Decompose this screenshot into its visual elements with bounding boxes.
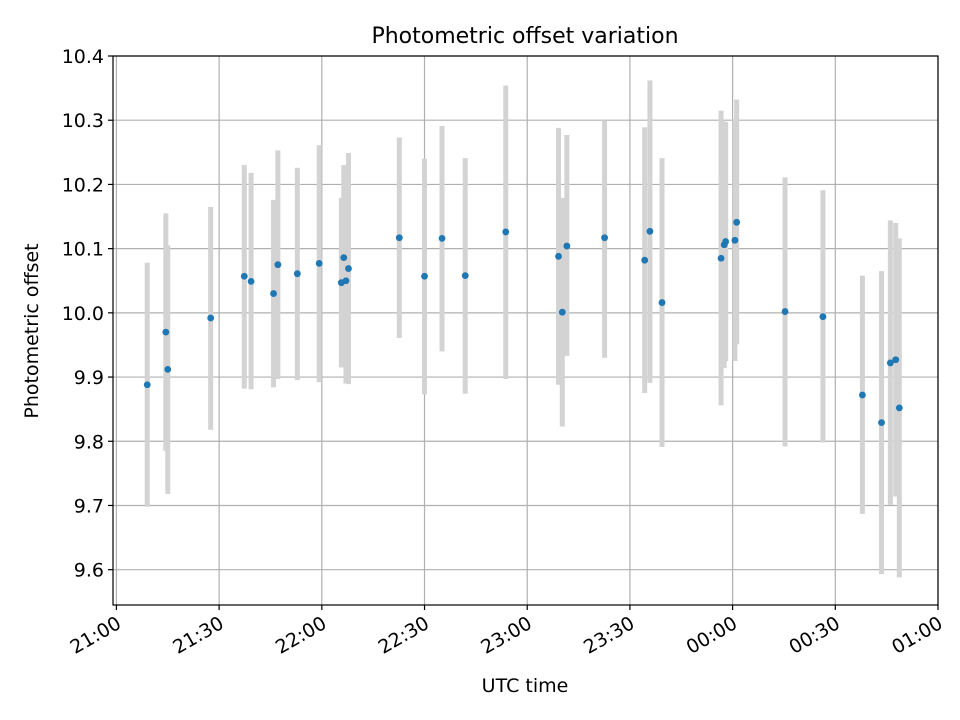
data-point <box>240 272 248 280</box>
plot-frame <box>112 55 939 606</box>
data-point <box>270 290 277 297</box>
data-point <box>895 404 903 412</box>
y-axis-label: Photometric offset <box>21 243 43 418</box>
data-point <box>143 381 151 389</box>
data-point <box>461 272 469 279</box>
data-point <box>658 299 666 306</box>
data-point <box>641 256 649 264</box>
data-point <box>274 261 282 269</box>
y-tick-label: 9.8 <box>74 431 104 453</box>
data-point <box>345 265 352 272</box>
data-point <box>207 314 215 322</box>
data-point <box>502 228 510 236</box>
data-point <box>733 218 741 226</box>
data-point <box>819 313 827 321</box>
data-point <box>563 242 571 250</box>
data-points <box>143 218 903 427</box>
y-tick-label: 9.9 <box>74 367 104 389</box>
data-point <box>164 365 172 373</box>
y-tick-label: 10.2 <box>62 174 104 196</box>
data-point <box>886 359 894 367</box>
data-point <box>646 227 654 235</box>
data-point <box>340 254 348 262</box>
data-point <box>892 356 900 364</box>
x-axis-label: UTC time <box>482 675 569 697</box>
data-point <box>555 252 562 260</box>
y-tick-label: 9.6 <box>74 560 104 582</box>
y-tick-label: 9.7 <box>74 495 104 517</box>
data-point <box>438 234 446 242</box>
data-point <box>558 308 566 316</box>
data-point <box>162 328 170 336</box>
data-point <box>315 260 323 267</box>
data-point <box>722 238 730 245</box>
y-tick-label: 10.4 <box>62 46 104 68</box>
chart-title: Photometric offset variation <box>371 24 678 49</box>
data-point <box>421 272 428 280</box>
data-point <box>878 419 885 427</box>
data-point <box>731 236 739 244</box>
data-point <box>293 270 301 278</box>
data-point <box>859 391 866 399</box>
y-tick-label: 10.3 <box>62 110 104 132</box>
data-point <box>342 277 350 285</box>
y-tick-label: 10.1 <box>62 239 104 261</box>
y-tick-label: 10.0 <box>62 303 104 325</box>
plot-area <box>113 56 938 605</box>
data-point <box>781 308 789 315</box>
y-axis-ticks: 9.6 9.7 9.8 9.9 10.0 10.1 10.2 10.3 10.4 <box>62 46 113 582</box>
data-point <box>717 254 725 262</box>
data-point <box>601 234 608 242</box>
data-point <box>247 277 255 285</box>
data-point <box>395 234 403 242</box>
